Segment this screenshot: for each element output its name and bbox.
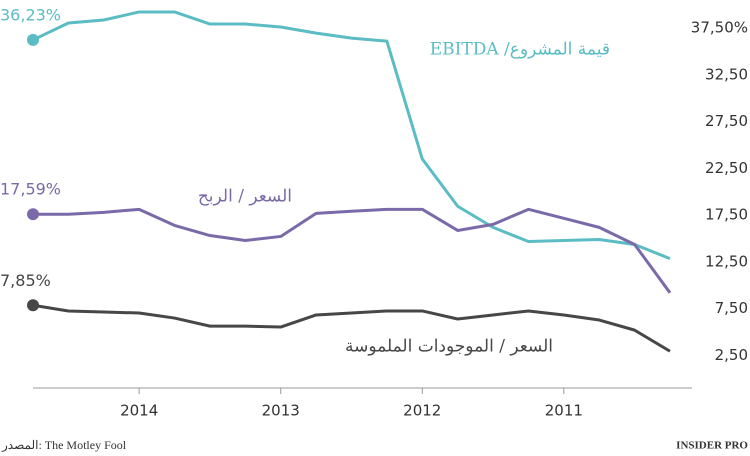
series-name: السعر / الربح [198, 187, 292, 207]
source: المصدر: The Motley Fool [1, 438, 127, 452]
series-line [32, 10, 671, 260]
y-tick-label: 22,50 [705, 159, 748, 177]
x-tick-label: 2014 [120, 402, 158, 420]
x-tick-label: 2012 [403, 402, 441, 420]
x-tick-label: 2011 [545, 402, 583, 420]
series-line [32, 207, 672, 294]
series-name: قيمة المشروع/ EBITDA [430, 40, 610, 60]
y-tick-label: 27,50 [705, 112, 748, 130]
series-line [32, 303, 671, 353]
y-tick-label: 37,50% [691, 19, 748, 37]
x-tick-label: 2013 [262, 402, 300, 420]
y-tick-label: 17,50 [705, 206, 748, 224]
start-point [27, 208, 39, 221]
brand: INSIDER PRO [676, 440, 748, 452]
value-label: 17,59% [0, 180, 61, 199]
y-tick-label: 12,50 [705, 252, 748, 270]
value-label: 36,23% [0, 5, 61, 24]
series-name: السعر / الموجودات الملموسة [345, 337, 553, 357]
start-point [27, 33, 39, 46]
y-tick-label: 7,50 [715, 299, 748, 317]
start-point [27, 299, 39, 312]
value-label: 7,85% [0, 271, 51, 290]
y-tick-label: 32,50 [705, 65, 748, 83]
y-tick-label: 2,50 [715, 346, 748, 364]
